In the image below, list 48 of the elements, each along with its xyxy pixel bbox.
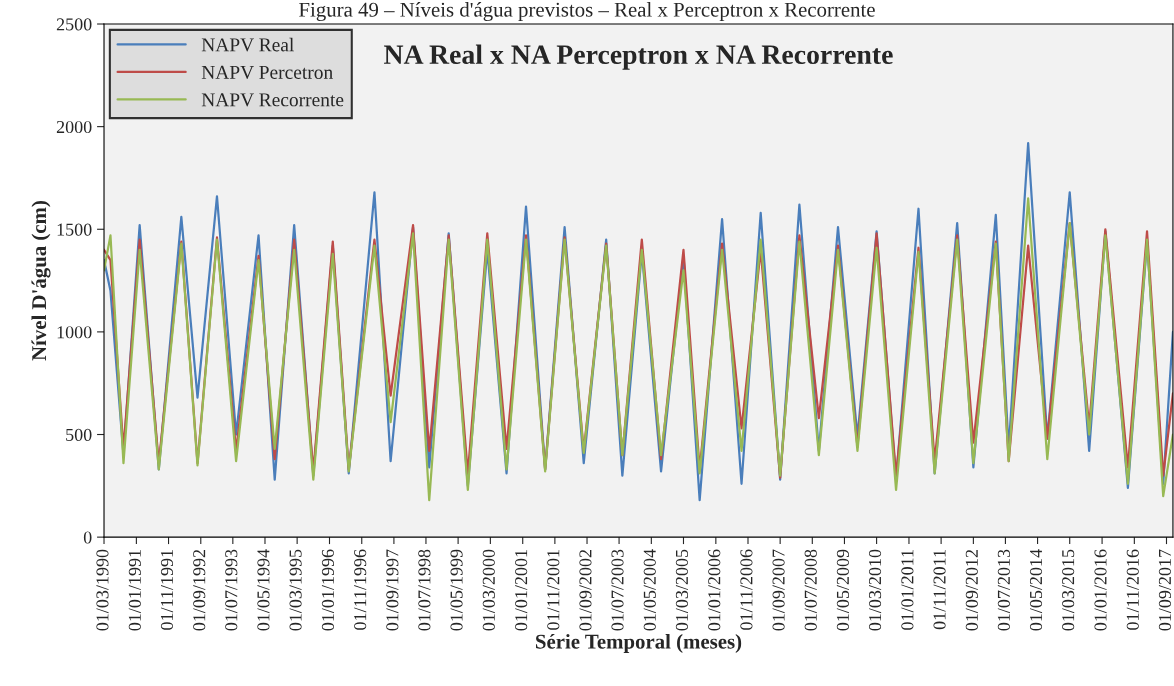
x-tick-label: 01/03/2015 xyxy=(1062,549,1075,631)
y-tick-label: 500 xyxy=(66,428,92,441)
x-tick-label: 01/11/1996 xyxy=(354,549,367,630)
legend-label: NAPV Recorrente xyxy=(201,93,344,107)
x-tick-label: 01/01/2006 xyxy=(708,549,721,631)
x-tick-label: 01/09/2017 xyxy=(1158,549,1172,631)
x-tick-label: 01/07/1998 xyxy=(418,549,431,631)
x-tick-label: 01/01/1991 xyxy=(128,550,141,631)
x-tick-label: 01/03/2000 xyxy=(482,549,495,631)
x-tick-label: 01/11/1991 xyxy=(160,550,174,630)
x-tick-label: 01/09/1992 xyxy=(193,549,206,631)
text: NA Real x NA Perceptron x NA Recorrente xyxy=(384,44,893,70)
chart-title: Figura 49 – Níveis d'água previstos – Real x Perceptron x Recorrente xyxy=(299,2,875,22)
y-axis-title: Nível D'água (cm) xyxy=(31,201,51,361)
x-tick-label: 01/03/2005 xyxy=(675,549,688,631)
x-tick-label: 01/11/2016 xyxy=(1126,549,1139,630)
y-tick-label: 2500 xyxy=(56,18,92,31)
x-tick-label: 01/03/2010 xyxy=(868,549,882,631)
x-tick-label: 01/05/2009 xyxy=(836,549,849,631)
legend-label: NAPV Real xyxy=(201,37,294,52)
x-tick-label: 01/07/2003 xyxy=(611,549,624,631)
x-tick-label: 01/03/1995 xyxy=(289,549,302,631)
y-tick-label: 0 xyxy=(83,531,92,544)
x-tick-label: 01/09/2002 xyxy=(579,549,592,631)
x-tick-label: 01/07/2008 xyxy=(804,549,817,631)
legend-label: NAPV Percetron xyxy=(201,65,333,79)
x-tick-label: 01/03/1990 xyxy=(96,549,109,631)
x-tick-label: 01/11/2011 xyxy=(933,550,946,630)
x-tick-label: 01/11/2001 xyxy=(547,550,560,630)
x-tick-label: 01/11/2006 xyxy=(740,549,753,630)
x-axis-title: Série Temporal (meses) xyxy=(536,633,742,653)
x-tick-label: 01/05/2004 xyxy=(643,549,656,631)
y-tick-label: 2000 xyxy=(56,120,92,134)
y-tick-label: 1000 xyxy=(57,326,92,339)
x-tick-label: 01/07/2013 xyxy=(997,549,1010,631)
x-tick-label: 01/01/2001 xyxy=(515,550,528,631)
x-tick-label: 01/05/1994 xyxy=(257,549,270,631)
x-tick-label: 01/07/1993 xyxy=(225,549,238,631)
x-tick-label: 01/01/2016 xyxy=(1094,549,1107,631)
x-tick-label: 01/01/2011 xyxy=(901,550,914,630)
x-tick-label: 01/05/2014 xyxy=(1029,549,1043,631)
x-tick-label: 01/01/1996 xyxy=(321,549,335,631)
x-tick-label: 01/09/2012 xyxy=(965,549,978,631)
x-tick-label: 01/05/1999 xyxy=(450,549,463,631)
x-tick-label: 01/09/2007 xyxy=(772,549,785,631)
y-tick-label: 1500 xyxy=(57,223,92,236)
x-tick-label: 01/09/1997 xyxy=(386,549,399,631)
line-series xyxy=(104,197,1173,502)
